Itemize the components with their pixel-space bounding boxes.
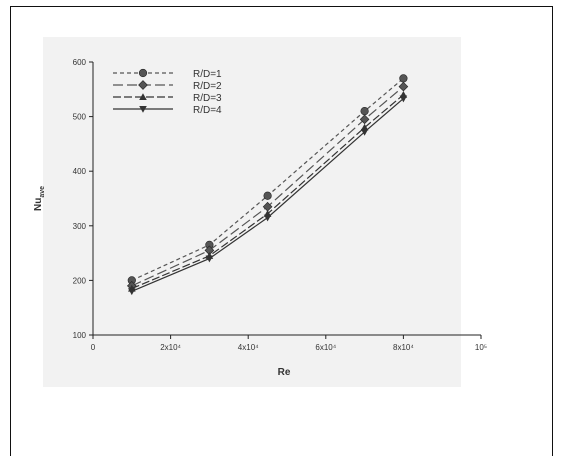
y-axis-title: Nuave — [33, 186, 46, 211]
axes: 0 2x10⁴ 4x10⁴ 6x10⁴ 8x10⁴ 10⁵ 100 200 300 400 500 6… — [33, 58, 487, 378]
x-tick-label: 2x10⁴ — [160, 343, 181, 352]
x-tick-label: 8x10⁴ — [393, 343, 414, 352]
series-1-point — [399, 74, 408, 83]
x-tick-label: 6x10⁴ — [315, 343, 336, 352]
y-tick-label: 100 — [73, 331, 87, 340]
series-1-point — [360, 107, 369, 116]
legend-swatch-marker — [138, 80, 148, 90]
legend-label: R/D=3 — [193, 93, 222, 104]
legend-label: R/D=4 — [193, 105, 222, 116]
legend-label: R/D=2 — [193, 81, 222, 92]
y-axis-title-subscript: ave — [39, 186, 46, 198]
x-tick-label: 10⁵ — [475, 343, 487, 352]
series-layer — [126, 74, 409, 296]
x-axis-title: Re — [278, 367, 291, 378]
series-4-point — [128, 288, 136, 296]
series-4-point — [360, 128, 369, 136]
y-tick-label: 400 — [73, 167, 87, 176]
y-tick-label: 600 — [73, 58, 87, 67]
series-4-point — [263, 214, 272, 222]
legend-label: R/D=1 — [193, 69, 222, 80]
series-1 — [127, 74, 408, 285]
legend-item-3: R/D=3 — [113, 93, 222, 104]
legend: R/D=1R/D=2R/D=3R/D=4 — [113, 68, 222, 116]
figure-frame: 0 2x10⁴ 4x10⁴ 6x10⁴ 8x10⁴ 10⁵ 100 200 300 400 500 6… — [10, 6, 553, 456]
legend-swatch-marker — [139, 105, 147, 113]
y-tick-label: 500 — [73, 113, 87, 122]
y-axis-title-main: Nu — [33, 198, 44, 211]
x-tick-label: 4x10⁴ — [238, 343, 259, 352]
legend-item-1: R/D=1 — [113, 68, 222, 80]
series-1-point — [263, 191, 272, 200]
legend-item-4: R/D=4 — [113, 105, 222, 116]
series-4-point — [205, 255, 214, 263]
y-tick-label: 300 — [73, 222, 87, 231]
legend-swatch-marker — [139, 93, 147, 101]
x-tick-label: 0 — [91, 343, 96, 352]
line-chart: 0 2x10⁴ 4x10⁴ 6x10⁴ 8x10⁴ 10⁵ 100 200 300 400 500 6… — [33, 37, 487, 387]
chart-background — [43, 37, 461, 387]
series-4-point — [399, 95, 408, 103]
legend-swatch-marker — [138, 68, 148, 78]
series-4 — [128, 95, 408, 296]
legend-item-2: R/D=2 — [113, 80, 222, 92]
series-2 — [126, 81, 409, 291]
y-tick-label: 200 — [73, 276, 87, 285]
